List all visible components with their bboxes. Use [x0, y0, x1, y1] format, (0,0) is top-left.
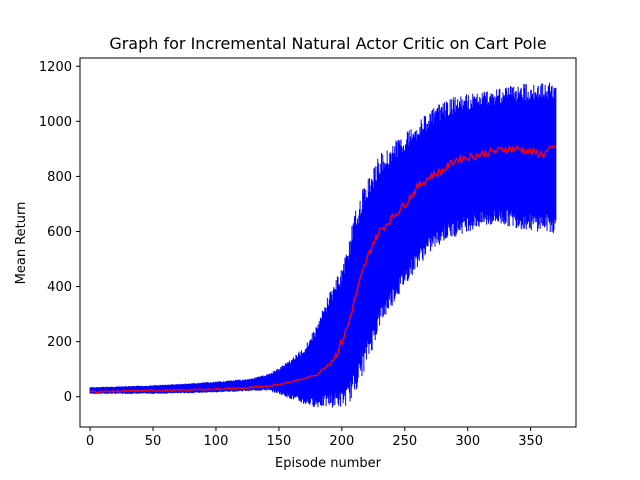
x-axis-label: Episode number [275, 456, 382, 471]
y-tick-label: 1200 [39, 60, 72, 75]
x-tick-label: 50 [145, 434, 162, 449]
y-axis: 0 200 400 600 800 1000 1200 [39, 60, 80, 405]
y-axis-label: Mean Return [14, 202, 29, 285]
x-tick-label: 150 [266, 434, 291, 449]
x-tick-label: 300 [455, 434, 480, 449]
x-tick-label: 250 [392, 434, 417, 449]
series-error-bars [89, 82, 557, 408]
y-tick-label: 800 [47, 170, 72, 185]
x-tick-label: 100 [204, 434, 229, 449]
chart-title: Graph for Incremental Natural Actor Crit… [109, 34, 546, 53]
axes-frame [79, 57, 577, 428]
y-tick-label: 0 [64, 390, 72, 405]
y-tick-label: 200 [47, 335, 72, 350]
series-mean-line [89, 144, 557, 394]
x-tick-label: 200 [329, 434, 354, 449]
y-tick-label: 1000 [39, 115, 72, 130]
x-tick-label: 0 [86, 434, 94, 449]
x-axis: 0 50 100 150 200 250 300 350 [86, 427, 543, 449]
x-tick-label: 350 [518, 434, 543, 449]
y-tick-label: 600 [47, 225, 72, 240]
plot-area [89, 82, 557, 408]
y-tick-label: 400 [47, 280, 72, 295]
